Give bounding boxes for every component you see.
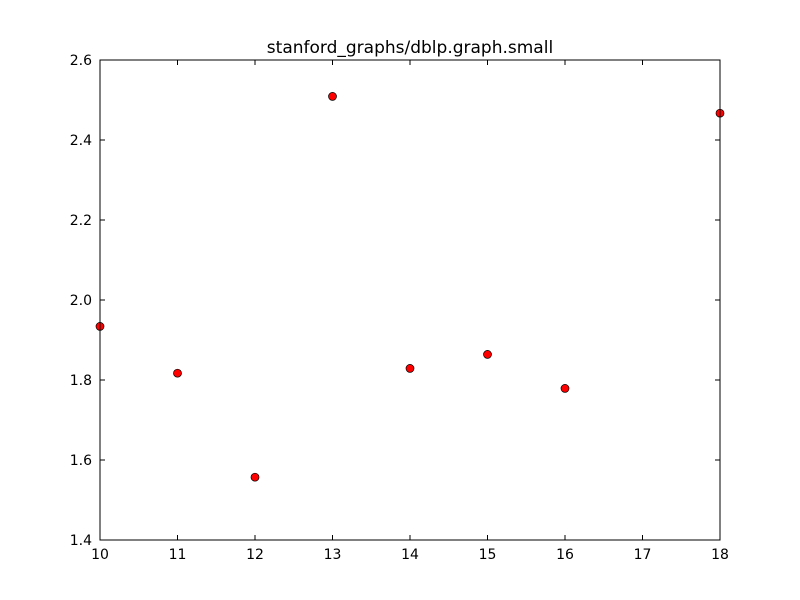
x-tick-label: 11 — [169, 547, 187, 563]
data-point — [173, 368, 182, 378]
x-tick-label: 16 — [556, 547, 574, 563]
x-tick-label: 13 — [324, 547, 342, 563]
data-point — [250, 472, 260, 482]
data-point — [560, 384, 570, 393]
y-tick-label: 1.4 — [70, 533, 92, 549]
chart-title: stanford_graphs/dblp.graph.small — [267, 38, 553, 58]
y-tick-label: 1.8 — [70, 373, 92, 389]
x-tick-label: 14 — [401, 547, 419, 563]
data-point — [483, 350, 492, 359]
plot-area-frame — [99, 59, 721, 541]
x-tick-label: 18 — [711, 547, 729, 563]
data-point — [328, 92, 337, 101]
y-tick-label: 2.2 — [70, 213, 92, 229]
y-tick-label: 2.4 — [70, 133, 92, 149]
tick-labels: 10 11 12 13 14 15 16 17 18 1.4 1.6 1.8 2.0 2.2 2.4 2.6 — [70, 53, 729, 563]
y-tick-label: 1.6 — [70, 453, 92, 469]
x-tick-label: 12 — [246, 547, 264, 563]
y-tick-label: 2.6 — [70, 53, 92, 69]
y-tick-label: 2.0 — [70, 293, 92, 309]
x-tick-label: 17 — [634, 547, 652, 563]
x-tick-label: 15 — [479, 547, 497, 563]
data-points — [95, 92, 725, 482]
x-tick-label: 10 — [91, 547, 109, 563]
data-point — [405, 364, 415, 373]
